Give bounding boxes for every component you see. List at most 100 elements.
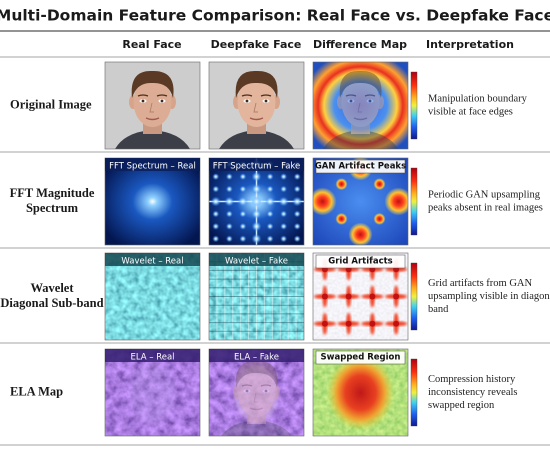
fft-peak bbox=[251, 196, 262, 207]
hair bbox=[235, 70, 278, 98]
fft-peak bbox=[251, 208, 262, 219]
neck bbox=[247, 408, 266, 424]
pupil bbox=[160, 99, 164, 103]
brow bbox=[241, 384, 253, 387]
fft-peak bbox=[266, 185, 274, 193]
fft-peak bbox=[266, 210, 274, 218]
brow bbox=[156, 94, 168, 97]
hair bbox=[131, 70, 174, 98]
face-skin bbox=[133, 77, 172, 127]
fft-peak bbox=[239, 210, 247, 218]
pupil bbox=[245, 389, 249, 393]
heat-core bbox=[393, 293, 400, 300]
shirt bbox=[221, 420, 292, 436]
pupil bbox=[349, 99, 353, 103]
fft-peak bbox=[212, 173, 220, 181]
interpretation: upsampling visible in diagonal bbox=[428, 291, 550, 302]
panel-label-bg bbox=[209, 158, 304, 171]
row-label: Spectrum bbox=[26, 201, 79, 215]
colorbar bbox=[410, 71, 418, 140]
heat-core bbox=[369, 293, 376, 300]
nose bbox=[149, 102, 154, 113]
row-label: Original Image bbox=[10, 97, 92, 111]
face bbox=[221, 360, 292, 436]
fft-peak bbox=[239, 173, 247, 181]
fft-peak bbox=[239, 185, 247, 193]
mouth bbox=[145, 117, 160, 121]
column-header: Deepfake Face bbox=[211, 38, 302, 51]
fft-peak bbox=[266, 235, 274, 243]
swap-blob bbox=[326, 356, 395, 433]
heat-blob bbox=[335, 178, 348, 191]
panel-label: FFT Spectrum – Fake bbox=[213, 162, 301, 172]
fft-peak bbox=[280, 235, 288, 243]
panel bbox=[105, 349, 200, 436]
panel-border bbox=[312, 61, 409, 150]
panel-label: GAN Artifact Peaks bbox=[315, 162, 406, 172]
heat-core bbox=[345, 320, 352, 327]
panel-label: Grid Artifacts bbox=[328, 257, 392, 267]
interpretation: visible at face edges bbox=[428, 106, 513, 117]
title: Multi-Domain Feature Comparison: Real Fa… bbox=[0, 7, 550, 25]
fft-peak bbox=[280, 222, 288, 230]
row-label: FFT Magnitude bbox=[10, 186, 95, 200]
row-label: Wavelet bbox=[30, 281, 74, 295]
brow bbox=[241, 94, 253, 97]
fft-peak bbox=[225, 222, 233, 230]
heat-bg bbox=[313, 62, 408, 149]
interpretation: swapped region bbox=[428, 400, 495, 411]
pupil bbox=[368, 99, 372, 103]
fft-peak bbox=[251, 171, 262, 182]
ela-face bbox=[234, 365, 279, 424]
heat-blob bbox=[335, 212, 348, 225]
colorbar bbox=[410, 358, 418, 427]
brow bbox=[260, 94, 272, 97]
face bbox=[219, 70, 294, 149]
panel-label: ELA – Fake bbox=[234, 353, 279, 363]
face bbox=[115, 70, 190, 149]
brow bbox=[364, 94, 376, 97]
face-skin bbox=[237, 77, 276, 127]
column-header: Interpretation bbox=[426, 38, 514, 51]
fft-peak bbox=[293, 235, 301, 243]
fft-peak bbox=[280, 210, 288, 218]
heat-blob bbox=[373, 212, 386, 225]
panel bbox=[105, 253, 200, 340]
heat-blob bbox=[373, 178, 386, 191]
hair bbox=[235, 360, 278, 388]
panel bbox=[105, 62, 200, 149]
panel-label: Swapped Region bbox=[321, 353, 401, 363]
heat-core bbox=[393, 320, 400, 327]
panel bbox=[209, 253, 304, 340]
brow bbox=[260, 384, 272, 387]
panel-border bbox=[312, 157, 409, 246]
column-header: Real Face bbox=[122, 38, 181, 51]
fft-peak bbox=[239, 222, 247, 230]
mouth bbox=[249, 117, 264, 121]
panel bbox=[209, 62, 304, 149]
panel-label-bg bbox=[105, 349, 200, 362]
fft-peak bbox=[225, 173, 233, 181]
shirt bbox=[323, 130, 398, 149]
fft-peak bbox=[237, 196, 248, 207]
heat-core bbox=[369, 320, 376, 327]
pupil bbox=[264, 389, 268, 393]
colorbar bbox=[410, 167, 418, 236]
fft-peak bbox=[265, 196, 276, 207]
panel bbox=[105, 158, 200, 245]
pupil bbox=[264, 99, 268, 103]
fft-peak bbox=[293, 173, 301, 181]
interpretation: Manipulation boundary bbox=[428, 93, 528, 104]
eye bbox=[262, 389, 270, 393]
fft-peak bbox=[280, 185, 288, 193]
nose bbox=[357, 102, 362, 113]
panel-label: ELA – Real bbox=[130, 353, 174, 363]
panel-border bbox=[104, 61, 201, 150]
panel-label: Wavelet – Real bbox=[121, 257, 183, 267]
fft-peak bbox=[225, 185, 233, 193]
interpretation: inconsistency reveals bbox=[428, 387, 518, 398]
interpretation: Grid artifacts from GAN bbox=[428, 278, 533, 289]
face bbox=[323, 70, 398, 149]
ear bbox=[376, 95, 384, 109]
panel-border bbox=[312, 252, 409, 341]
